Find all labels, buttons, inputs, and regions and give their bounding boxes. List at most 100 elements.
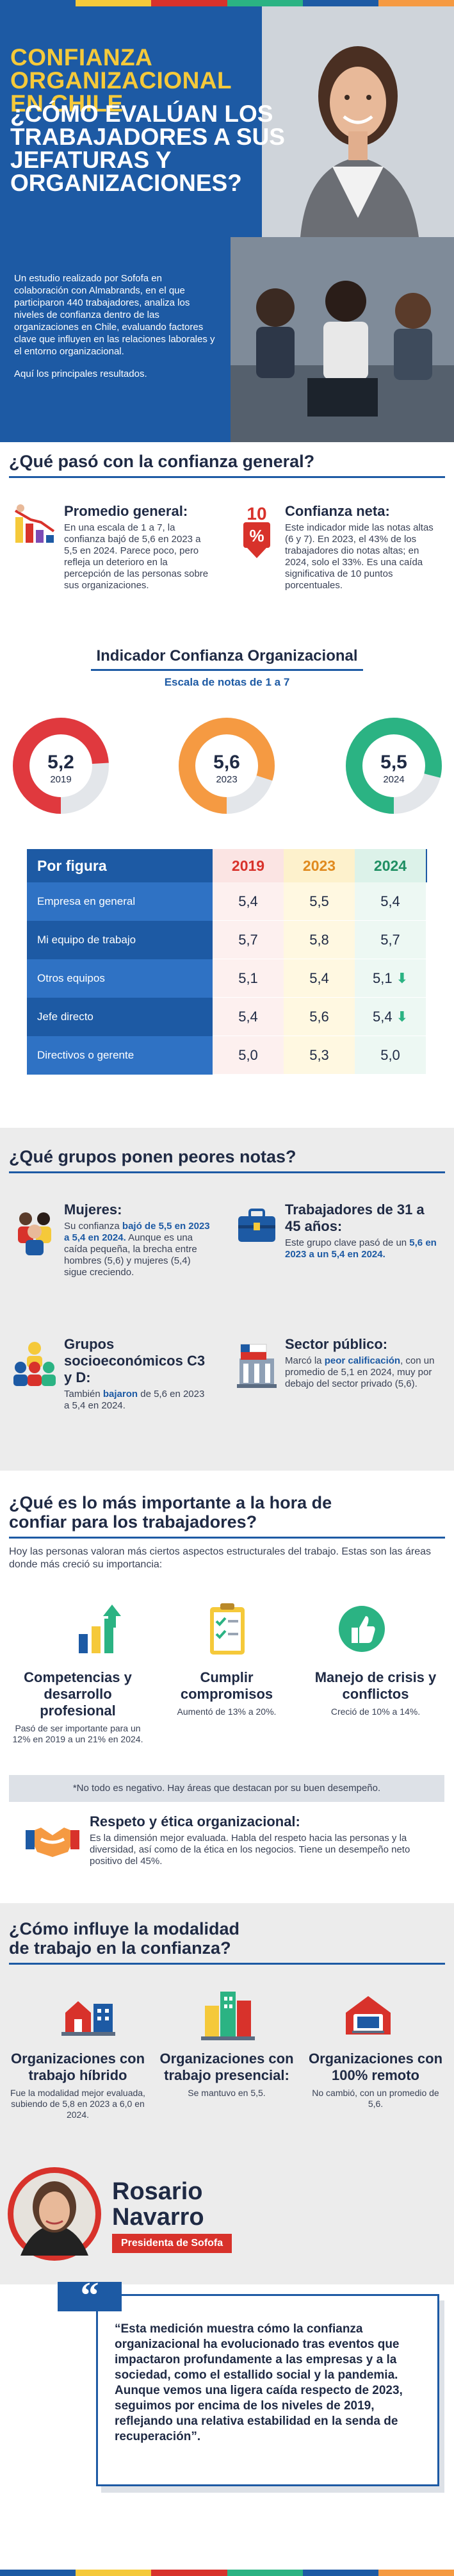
importance-card: Competencias y desarrollo profesional Pas… bbox=[9, 1669, 147, 1745]
sector-title: Sector público: bbox=[285, 1336, 388, 1352]
card-text: Pasó de ser importante para un 12% en 20… bbox=[12, 1723, 143, 1744]
importance-card: Cumplir compromisos Aumentó de 13% a 20%. bbox=[158, 1669, 296, 1745]
cell-value: 5,6 bbox=[284, 998, 355, 1036]
cell-value: 5,1 bbox=[213, 959, 284, 998]
office-building-icon bbox=[199, 1986, 256, 2045]
table-row: Directivos o gerente 5,0 5,3 5,0 bbox=[27, 1036, 427, 1075]
cell-value: 5,3 bbox=[284, 1036, 355, 1075]
intro-paragraph: Un estudio realizado por Sofofa en colab… bbox=[14, 273, 215, 357]
cell-value: 5,4 ⬇ bbox=[355, 998, 426, 1036]
speaker-portrait-avatar bbox=[6, 2166, 102, 2265]
speaker-first-name: Rosario bbox=[112, 2178, 203, 2205]
indicator-subtitle: Escala de notas de 1 a 7 bbox=[164, 676, 290, 688]
table-header-2024: 2024 bbox=[355, 849, 426, 882]
indicator-header: Indicador Confianza Organizacional Escal… bbox=[0, 647, 454, 689]
gauge-center bbox=[31, 736, 91, 796]
gauge-arc-2019 bbox=[13, 718, 109, 814]
confianza-neta-block: Confianza neta: Este indicador mide las … bbox=[285, 503, 442, 591]
section-divider bbox=[9, 1537, 445, 1539]
svg-text:“: “ bbox=[81, 2278, 99, 2316]
card-text: Fue la modalidad mejor evaluada, subiend… bbox=[10, 2088, 145, 2120]
hero-question: ¿CÓMO EVALÚAN LOS TRABAJADORES A SUS JEF… bbox=[10, 101, 285, 196]
growth-arrow-icon bbox=[74, 1602, 125, 1663]
gauge-center bbox=[364, 736, 424, 796]
color-stripe-top bbox=[0, 0, 454, 6]
speaker-name-block: Rosario Navarro Presidenta de Sofofa bbox=[112, 2179, 432, 2253]
mujeres-block: Mujeres: Su confianza bajó de 5,5 en 202… bbox=[64, 1201, 211, 1278]
section-divider bbox=[9, 1963, 445, 1965]
trabajadores-block: Trabajadores de 31 a 45 años: Este grupo… bbox=[285, 1201, 442, 1260]
table-row: Otros equipos 5,1 5,4 5,1 ⬇ bbox=[27, 959, 427, 998]
respeto-text: Es la dimensión mejor evaluada. Habla de… bbox=[90, 1833, 410, 1867]
gauge-arc-2023 bbox=[179, 718, 275, 814]
gauge-value-2024: 5,5 bbox=[380, 752, 407, 773]
section-confianza-general: ¿Qué pasó con la confianza general? bbox=[0, 452, 454, 478]
cell-value: 5,4 bbox=[213, 998, 284, 1036]
section-modalidad: ¿Cómo influye la modalidad de trabajo en … bbox=[0, 1919, 454, 1965]
card-text: Creció de 10% a 14%. bbox=[330, 1706, 421, 1717]
card-title: Cumplir compromisos bbox=[180, 1669, 273, 1702]
color-stripe-bottom bbox=[0, 2570, 454, 2576]
public-building-flag-icon bbox=[234, 1339, 279, 1394]
respeto-title: Respeto y ética organizacional: bbox=[90, 1813, 300, 1829]
mujeres-text: Su confianza bajó de 5,5 en 2023 a 5,4 e… bbox=[64, 1221, 210, 1278]
modalidad-card: Organizaciones con trabajo híbrido Fue la… bbox=[9, 2051, 147, 2120]
gauge-year-2024: 2024 bbox=[383, 774, 404, 785]
sector-publico-block: Sector público: Marcó la peor calificaci… bbox=[285, 1336, 442, 1390]
remote-home-icon bbox=[339, 1990, 397, 2044]
section-divider bbox=[9, 1171, 445, 1173]
gauge-year-2023: 2023 bbox=[216, 774, 237, 785]
row-label: Otros equipos bbox=[27, 959, 213, 998]
row-label: Empresa en general bbox=[27, 882, 213, 921]
section3-title: ¿Qué es lo más importante a la hora de co… bbox=[9, 1493, 332, 1532]
cell-value: 5,8 bbox=[284, 921, 355, 959]
grupos-block: Grupos socioeconómicos C3 y D: También b… bbox=[64, 1336, 211, 1412]
modalidad-cards: Organizaciones con trabajo híbrido Fue la… bbox=[9, 2051, 444, 2120]
card-title: Organizaciones con 100% remoto bbox=[308, 2051, 443, 2083]
briefcase-icon bbox=[234, 1203, 279, 1251]
section-divider bbox=[9, 476, 445, 478]
row-label: Mi equipo de trabajo bbox=[27, 921, 213, 959]
down-arrow-icon: ⬇ bbox=[396, 970, 409, 986]
section-grupos-bg bbox=[0, 1128, 454, 1471]
table-row: Jefe directo 5,4 5,6 5,4 ⬇ bbox=[27, 998, 427, 1036]
cell-value: 5,4 bbox=[284, 959, 355, 998]
hero-portrait-image bbox=[262, 6, 454, 237]
gauge-arc-2024 bbox=[346, 718, 442, 814]
importance-cards: Competencias y desarrollo profesional Pas… bbox=[9, 1669, 444, 1745]
promedio-general-block: Promedio general: En una escala de 1 a 7… bbox=[64, 503, 211, 591]
mujeres-title: Mujeres: bbox=[64, 1201, 122, 1218]
card-text: Aumentó de 13% a 20%. bbox=[177, 1706, 277, 1717]
hero-team-image bbox=[231, 237, 454, 442]
gauge-year-2019: 2019 bbox=[50, 774, 71, 785]
gauges-row: 5,2 2019 5,6 2023 5,5 2024 bbox=[12, 711, 442, 820]
quote-text: “Esta medición muestra cómo la confianza… bbox=[115, 2322, 403, 2443]
indicator-title: Indicador Confianza Organizacional bbox=[91, 647, 363, 671]
intro-closing: Aquí los principales resultados. bbox=[14, 368, 147, 379]
card-title: Competencias y desarrollo profesional bbox=[24, 1669, 132, 1719]
quote-box: “Esta medición muestra cómo la confianza… bbox=[96, 2294, 439, 2486]
neta-title: Confianza neta: bbox=[285, 503, 390, 519]
section-importancia: ¿Qué es lo más importante a la hora de co… bbox=[0, 1493, 454, 1539]
section2-title: ¿Qué grupos ponen peores notas? bbox=[9, 1147, 296, 1166]
card-text: No cambió, con un promedio de 5,6. bbox=[312, 2088, 439, 2109]
row-label: Directivos o gerente bbox=[27, 1036, 213, 1075]
gauge-center bbox=[197, 736, 257, 796]
ten-percent-down-badge: % 10 bbox=[234, 503, 279, 564]
cell-value: 5,1 ⬇ bbox=[355, 959, 426, 998]
grupos-text: También bajaron de 5,6 en 2023 a 5,4 en … bbox=[64, 1389, 205, 1411]
section3-intro: Hoy las personas valoran más ciertos asp… bbox=[9, 1546, 431, 1570]
percent-symbol: % bbox=[249, 526, 264, 545]
ten-number: 10 bbox=[247, 504, 266, 524]
card-title: Organizaciones con trabajo híbrido bbox=[10, 2051, 145, 2083]
card-title: Organizaciones con trabajo presencial: bbox=[159, 2051, 294, 2083]
cell-value: 5,5 bbox=[284, 882, 355, 921]
hero-banner: CONFIANZA ORGANIZACIONAL EN CHILE ¿CÓMO … bbox=[0, 6, 454, 442]
respeto-block: Respeto y ética organizacional: Es la di… bbox=[90, 1813, 442, 1867]
sector-text: Marcó la peor calificación, con un prome… bbox=[285, 1355, 435, 1389]
table-header-row: Por figura 2019 2023 2024 bbox=[27, 849, 427, 882]
promedio-title: Promedio general: bbox=[64, 503, 188, 519]
table-row: Mi equipo de trabajo 5,7 5,8 5,7 bbox=[27, 921, 427, 959]
